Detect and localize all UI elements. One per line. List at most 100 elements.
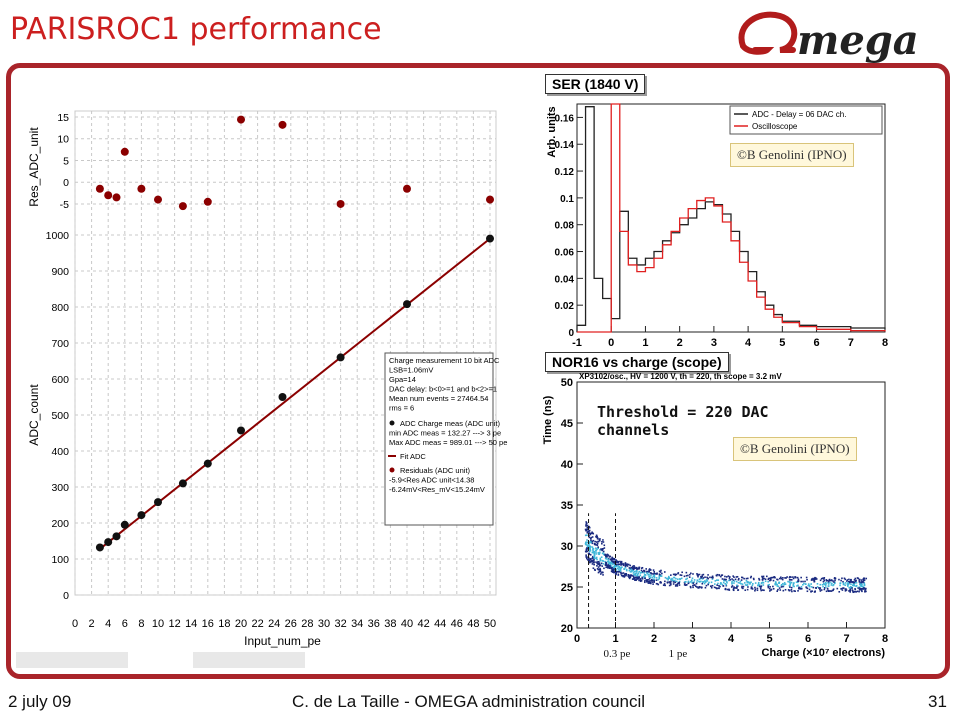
nor-point [691,577,694,580]
nor-point [808,588,811,591]
nor-point [633,577,636,579]
nor-point [854,588,857,591]
slide-title: PARISROC1 performance [10,12,382,47]
nor-point [588,530,590,533]
nor-point [802,580,804,583]
nor-point [586,532,589,534]
adc-point [237,426,245,435]
nor-point [625,564,628,567]
nor-point [610,570,613,573]
x-tick-label: 48 [467,618,479,630]
nor-point [863,581,865,584]
nor-point [596,541,598,543]
nor-point [633,565,635,567]
nor-point [624,563,627,566]
nor-point [865,577,868,580]
nor-point [648,576,651,578]
nor-point [585,549,588,552]
nor-point [850,580,853,583]
nor-point [665,577,668,580]
nor-point [652,573,654,575]
nor-point [606,556,608,558]
nor-point [686,577,689,580]
nor-point [698,585,701,588]
nor-point [853,581,855,583]
nor-point [711,584,714,587]
nor-point [645,579,648,582]
nor-point [640,571,643,574]
nor-point [740,579,743,581]
nor-point [733,586,735,588]
nor-point [736,586,738,589]
nor-point [597,551,600,554]
y-tick-label: 300 [51,482,69,494]
nor-point [616,567,619,570]
nor-point [770,579,772,581]
x-tick-label: 36 [368,618,380,630]
nor-point [670,574,672,576]
nor-y-tick-label: 40 [561,459,573,471]
nor-point [585,543,587,545]
nor-point [627,573,630,576]
nor-point [860,589,863,592]
nor-point [846,579,849,581]
nor-point [601,571,603,574]
nor-point [849,589,852,591]
nor-point [628,577,631,580]
nor-point [666,581,669,584]
nor-point [858,578,861,581]
nor-point [766,575,768,578]
nor-point [741,583,744,585]
nor-point [618,565,621,568]
nor-point [597,560,600,563]
nor-point [848,578,850,581]
x-tick-label: 12 [168,618,180,630]
nor-point [653,570,656,573]
nor-point [770,577,772,579]
nor-point [685,584,688,586]
nor-point [597,566,600,568]
nor-point [854,582,856,584]
nor-point [800,585,803,588]
nor-point [649,581,652,584]
legend-text: Gpa=14 [389,375,416,384]
nor-point [753,578,755,581]
res-y-tick-label: 15 [57,112,69,124]
nor-point [797,590,799,592]
nor-point [588,529,591,532]
nor-point [833,582,836,585]
nor-point [717,579,720,581]
nor-point [596,558,598,561]
nor-point [741,585,743,588]
nor-point [849,581,852,583]
nor-point [631,570,633,572]
nor-point [838,591,841,593]
nor-point [865,590,867,593]
nor-point [591,536,594,538]
nor-point [777,585,780,588]
res-y-tick-label: 5 [63,155,69,167]
nor-point [813,591,816,593]
ser-x-tick-label: 6 [813,337,819,349]
nor-point [724,582,727,585]
nor-point [776,585,779,587]
nor-point [584,534,587,537]
nor-point [597,547,599,550]
nor-point [820,589,823,591]
nor-point [647,573,649,576]
nor-point [674,585,677,587]
nor-point [860,581,863,584]
nor-point [689,581,692,583]
nor-point [589,537,592,540]
nor-point [637,567,640,570]
nor-point [585,529,587,532]
nor-point [778,577,781,580]
nor-point [658,570,661,573]
nor-point [844,582,847,584]
nor-point [674,574,677,576]
nor-point [784,583,787,585]
nor-point [652,569,655,571]
nor-point [591,542,594,545]
nor-point [606,558,608,560]
nor-point [746,588,749,591]
